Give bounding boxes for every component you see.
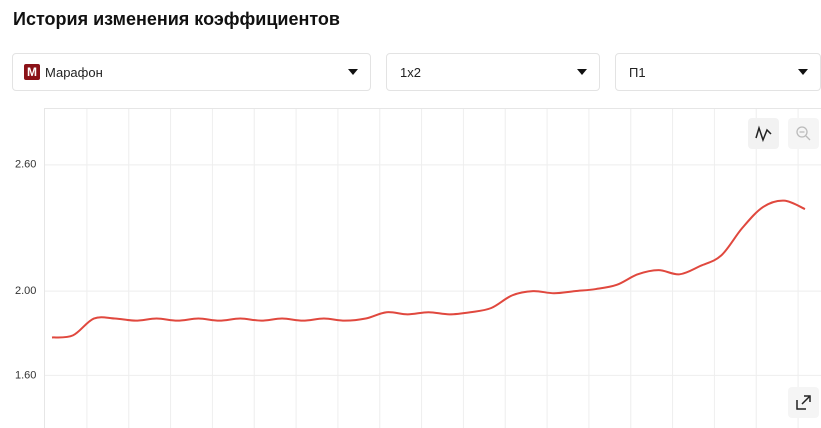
zoom-icon — [799, 131, 811, 141]
page-title: История изменения коэффициентов — [13, 9, 340, 29]
select-label: 1х2 — [400, 64, 421, 80]
expand-icon — [796, 395, 811, 410]
zoom-button[interactable] — [788, 118, 819, 149]
select-label: Марафон — [45, 64, 103, 80]
zoom-tools — [748, 118, 819, 418]
line-tool-button[interactable] — [748, 118, 779, 149]
series-line — [51, 199, 806, 339]
y-tick-label: 1.60 — [15, 369, 36, 381]
zoom-icon — [796, 126, 808, 138]
outcome-select[interactable]: П1 — [615, 53, 821, 91]
market-select[interactable]: 1х2 — [386, 53, 600, 91]
bookmaker-logo: M — [24, 64, 40, 80]
line-icon — [755, 125, 772, 143]
bookmaker-select[interactable]: M Марафон — [12, 53, 371, 91]
plot-frame — [44, 108, 821, 428]
select-label: П1 — [629, 64, 646, 80]
y-tick-label: 2.60 — [15, 159, 36, 171]
y-tick-label: 2.00 — [15, 285, 36, 297]
